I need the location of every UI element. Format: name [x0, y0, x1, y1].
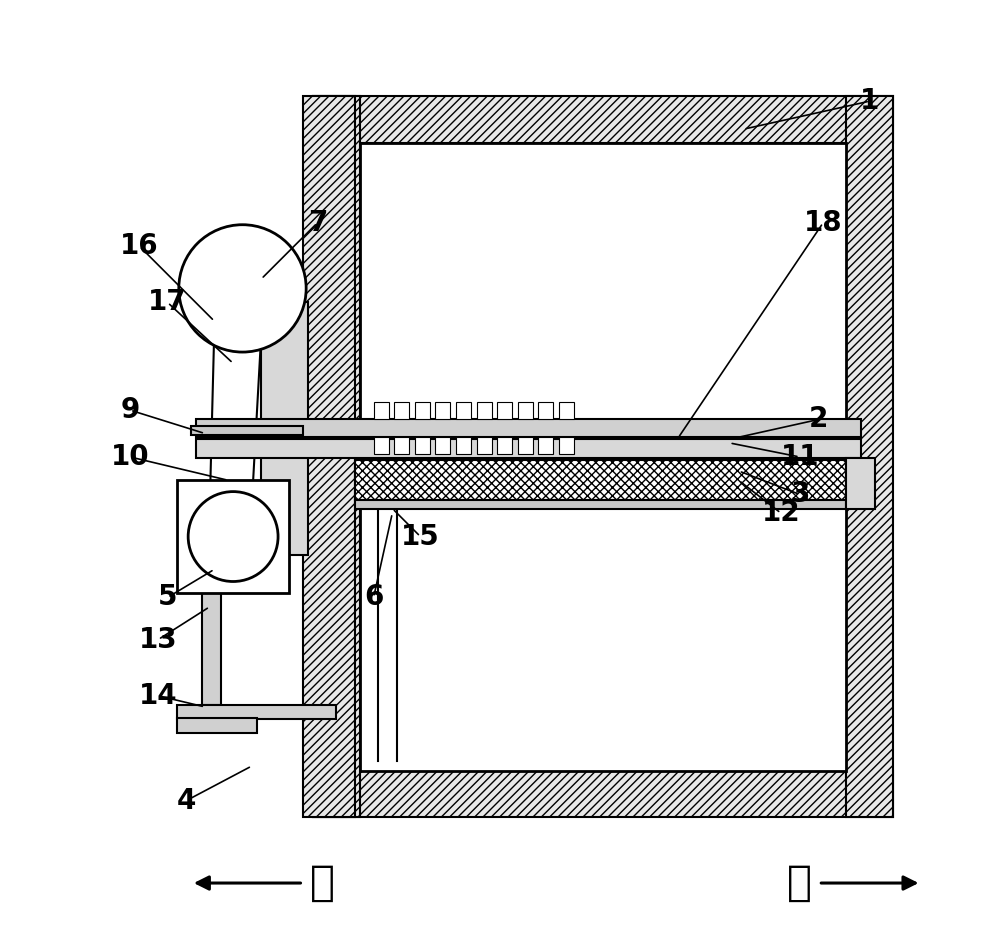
Bar [313, 96, 893, 143]
Bar [313, 771, 893, 818]
Text: 4: 4 [177, 787, 196, 815]
Bar [559, 437, 574, 454]
Bar [435, 401, 450, 418]
Bar [394, 401, 409, 418]
Text: 18: 18 [804, 209, 842, 236]
Bar [374, 401, 389, 418]
Bar [202, 537, 221, 706]
Bar [177, 706, 336, 719]
Circle shape [188, 492, 278, 581]
Bar [177, 480, 289, 593]
Bar [435, 437, 450, 454]
Bar [456, 437, 471, 454]
Bar [846, 458, 875, 510]
Bar [477, 401, 492, 418]
Bar [303, 96, 355, 818]
Bar [497, 401, 512, 418]
Bar [394, 437, 409, 454]
Text: 左: 左 [310, 862, 335, 904]
Bar [196, 418, 861, 437]
Bar [518, 437, 533, 454]
Bar [456, 401, 471, 418]
Bar [538, 437, 553, 454]
Bar [518, 401, 533, 418]
Bar [355, 500, 846, 510]
Bar [177, 718, 257, 733]
Bar [846, 96, 893, 818]
Text: 15: 15 [401, 523, 440, 550]
Text: 右: 右 [787, 862, 812, 904]
Bar [196, 439, 861, 458]
Text: 17: 17 [148, 288, 187, 317]
Bar [360, 452, 846, 771]
Bar [191, 426, 303, 435]
Text: 13: 13 [139, 625, 178, 654]
Bar [374, 437, 389, 454]
Bar [559, 401, 574, 418]
Bar [415, 437, 430, 454]
Text: 6: 6 [364, 583, 383, 611]
Text: 1: 1 [860, 87, 880, 115]
Bar [477, 437, 492, 454]
Text: 11: 11 [780, 443, 819, 471]
Text: 3: 3 [790, 480, 809, 509]
Text: 5: 5 [158, 583, 177, 611]
Text: 9: 9 [120, 397, 140, 424]
Text: 12: 12 [762, 499, 800, 528]
Circle shape [179, 225, 306, 352]
Bar [313, 96, 360, 818]
Bar [355, 460, 846, 500]
Bar [415, 401, 430, 418]
Text: 14: 14 [139, 682, 178, 709]
Bar [538, 401, 553, 418]
Text: 7: 7 [308, 209, 327, 236]
Bar [360, 143, 846, 452]
Text: 16: 16 [120, 233, 159, 260]
Text: 10: 10 [111, 443, 149, 471]
Bar [497, 437, 512, 454]
Text: 2: 2 [809, 405, 828, 433]
Bar [261, 302, 308, 555]
